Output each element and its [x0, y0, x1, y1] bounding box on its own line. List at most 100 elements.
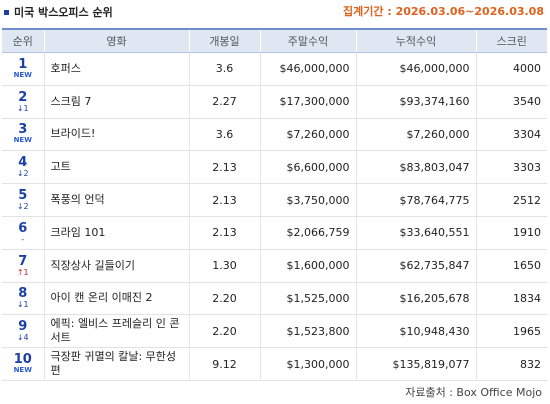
table-row: 5 ↓2 폭풍의 언덕 2.13 $3,750,000 $78,764,775 2512 [2, 183, 547, 217]
release-date: 2.13 [188, 183, 260, 217]
table-row: 1 NEW 호퍼스 3.6 $46,000,000 $46,000,000 4000 [2, 52, 547, 86]
release-date: 2.13 [188, 150, 260, 185]
box-office-table: 순위 영화 개봉일 주말수익 누적수익 스크린 1 NEW 호퍼스 3.6 $46,00… [2, 28, 547, 381]
total-gross: $33,640,551 [355, 216, 476, 250]
rank-change: ↓1 [16, 103, 29, 113]
table-row: 4 ↓2 고트 2.13 $6,600,000 $83,803,047 3303 [2, 150, 547, 185]
rank-change: NEW [13, 70, 32, 79]
rank-change: NEW [13, 136, 32, 145]
movie-title[interactable]: 호퍼스 [43, 52, 189, 86]
rank-cell: 7 ↑1 [2, 249, 44, 283]
rank-number: 6 [18, 220, 28, 236]
screen-count: 1650 [475, 249, 547, 283]
movie-title[interactable]: 폭풍의 언덕 [43, 183, 189, 217]
rank-number: 1 [18, 56, 28, 72]
total-gross: $62,735,847 [355, 249, 476, 283]
page-title: 미국 박스오피스 순위 [4, 4, 113, 20]
col-movie-header: 영화 [43, 28, 189, 53]
release-date: 2.20 [188, 314, 260, 349]
col-weekend-header: 주말수익 [259, 28, 356, 53]
screen-count: 832 [475, 347, 547, 381]
rank-number: 9 [18, 319, 28, 335]
table-row: 10 NEW 극장판 귀멸의 칼날: 무한성편 9.12 $1,300,000 $135,… [2, 347, 547, 381]
table-row: 6- 크라임 101 2.13 $2,066,759 $33,640,551 1910 [2, 216, 547, 250]
screen-count: 4000 [475, 52, 547, 86]
movie-title[interactable]: 브라이드! [43, 118, 189, 152]
rank-cell: 5 ↓2 [2, 183, 44, 217]
weekend-gross: $46,000,000 [259, 52, 356, 86]
rank-cell: 10 NEW [2, 347, 44, 381]
total-gross: $93,374,160 [355, 85, 476, 119]
screen-count: 2512 [475, 183, 547, 217]
page-title-text: 미국 박스오피스 순위 [14, 6, 113, 19]
screen-count: 3304 [475, 118, 547, 152]
bullet-square-icon [4, 9, 9, 15]
screen-count: 1910 [475, 216, 547, 250]
total-gross: $16,205,678 [355, 282, 476, 316]
movie-title[interactable]: 에픽: 엘비스 프레슬리 인 콘서트 [43, 314, 189, 349]
total-gross: $7,260,000 [355, 118, 476, 152]
rank-cell: 9 ↓4 [2, 314, 44, 349]
rank-change: ↑1 [16, 267, 29, 277]
col-release-header: 개봉일 [188, 28, 260, 53]
screen-count: 1834 [475, 282, 547, 316]
weekend-gross: $17,300,000 [259, 85, 356, 119]
weekend-gross: $1,523,800 [259, 314, 356, 349]
screen-count: 3540 [475, 85, 547, 119]
weekend-gross: $6,600,000 [259, 150, 356, 185]
rank-change: ↓4 [16, 333, 29, 343]
movie-title[interactable]: 직장상사 길들이기 [43, 249, 189, 283]
release-date: 2.20 [188, 282, 260, 316]
col-screens-header: 스크린 [475, 28, 547, 53]
total-gross: $83,803,047 [355, 150, 476, 185]
weekend-gross: $3,750,000 [259, 183, 356, 217]
weekend-gross: $1,300,000 [259, 347, 356, 381]
rank-cell: 4 ↓2 [2, 150, 44, 185]
rank-number: 3 [18, 122, 28, 138]
table-row: 7 ↑1 직장상사 길들이기 1.30 $1,600,000 $62,735,847 165… [2, 249, 547, 283]
rank-cell: 1 NEW [2, 52, 44, 86]
rank-change: - [21, 234, 25, 244]
weekend-gross: $7,260,000 [259, 118, 356, 152]
rank-number: 7 [18, 253, 28, 269]
rank-number: 4 [18, 155, 28, 171]
rank-change: ↓2 [16, 169, 29, 179]
table-row: 2 ↓1 스크림 7 2.27 $17,300,000 $93,374,160 3540 [2, 85, 547, 119]
screen-count: 3303 [475, 150, 547, 185]
period-label: 집계기간 : [343, 5, 392, 18]
weekend-gross: $2,066,759 [259, 216, 356, 250]
table-row: 9 ↓4 에픽: 엘비스 프레슬리 인 콘서트 2.20 $1,523,800 $10,9… [2, 314, 547, 349]
rank-number: 8 [18, 286, 28, 302]
screen-count: 1965 [475, 314, 547, 349]
release-date: 2.27 [188, 85, 260, 119]
release-date: 3.6 [188, 52, 260, 86]
rank-number: 2 [18, 89, 28, 105]
rank-cell: 6- [2, 216, 44, 250]
header: 미국 박스오피스 순위 집계기간 : 2026.03.06~2026.03.08 [0, 0, 550, 20]
total-gross: $10,948,430 [355, 314, 476, 349]
rank-change: ↓2 [16, 202, 29, 212]
table-row: 3 NEW 브라이드! 3.6 $7,260,000 $7,260,000 3304 [2, 118, 547, 152]
movie-title[interactable]: 크라임 101 [43, 216, 189, 250]
release-date: 3.6 [188, 118, 260, 152]
movie-title[interactable]: 아이 캔 온리 이매진 2 [43, 282, 189, 316]
release-date: 9.12 [188, 347, 260, 381]
table-row: 8 ↓1 아이 캔 온리 이매진 2 2.20 $1,525,000 $16,205,67… [2, 282, 547, 316]
movie-title[interactable]: 고트 [43, 150, 189, 185]
total-gross: $78,764,775 [355, 183, 476, 217]
movie-title[interactable]: 극장판 귀멸의 칼날: 무한성편 [43, 347, 189, 381]
weekend-gross: $1,600,000 [259, 249, 356, 283]
total-gross: $46,000,000 [355, 52, 476, 86]
col-rank-header: 순위 [2, 28, 44, 53]
rank-number: 5 [18, 188, 28, 204]
table-header-row: 순위 영화 개봉일 주말수익 누적수익 스크린 [2, 28, 547, 53]
col-total-header: 누적수익 [355, 28, 476, 53]
release-date: 1.30 [188, 249, 260, 283]
rank-cell: 8 ↓1 [2, 282, 44, 316]
period-value: 2026.03.06~2026.03.08 [395, 5, 544, 18]
rank-change: NEW [13, 366, 32, 375]
movie-title[interactable]: 스크림 7 [43, 85, 189, 119]
source-credit: 자료출처 : Box Office Mojo [405, 386, 542, 399]
period: 집계기간 : 2026.03.06~2026.03.08 [343, 3, 544, 19]
rank-cell: 2 ↓1 [2, 85, 44, 119]
